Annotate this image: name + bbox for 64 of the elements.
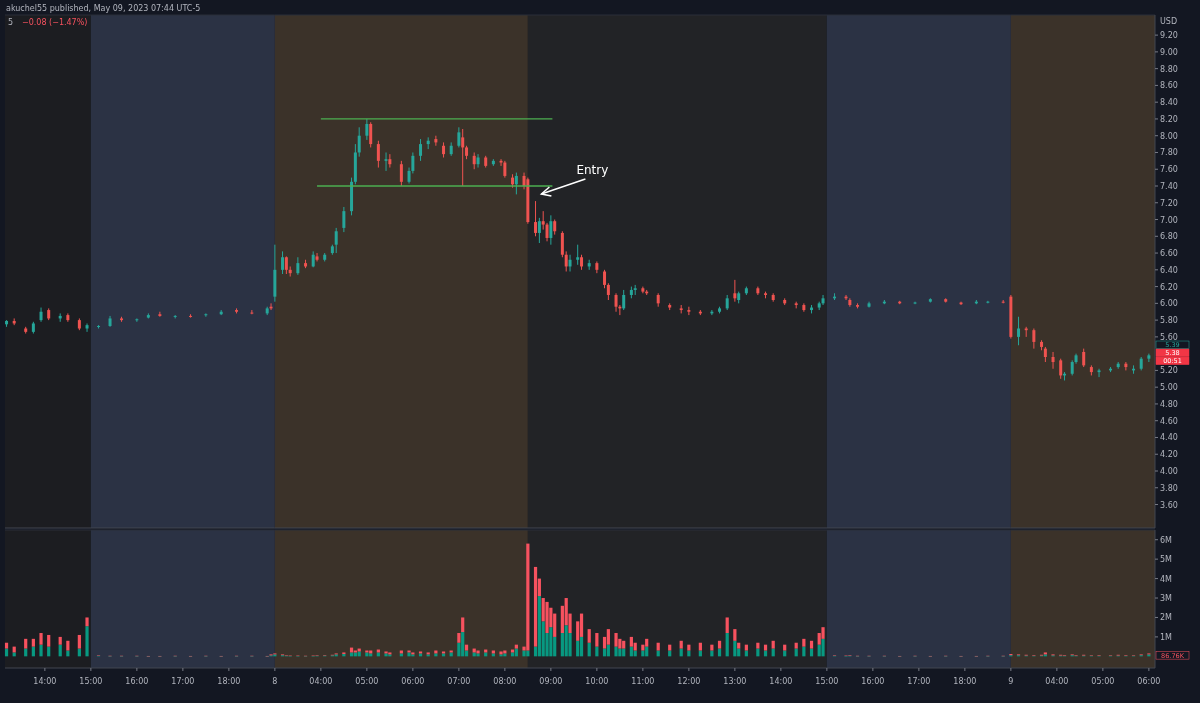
y-tick-label: 7.40 xyxy=(1160,182,1178,191)
y-tick-label: 3.60 xyxy=(1160,500,1178,510)
x-tick-label: 17:00 xyxy=(171,677,195,686)
y-tick-label: 5.80 xyxy=(1160,316,1178,326)
chart-title: akuchel55 published, May 09, 2023 07:44 UTC-5 xyxy=(6,4,201,13)
x-tick-label: 17:00 xyxy=(907,677,931,686)
x-tick-label: 11:00 xyxy=(631,677,655,686)
y-tick-label: 3M xyxy=(1160,594,1173,604)
x-tick-label: 16:00 xyxy=(125,677,149,686)
x-tick-label: 05:00 xyxy=(1091,677,1115,686)
y-tick-label: 7.20 xyxy=(1160,198,1178,208)
x-tick-label: 09:00 xyxy=(539,677,563,686)
y-tick-label: 6.00 xyxy=(1160,299,1178,309)
annotation: Entry xyxy=(576,163,609,177)
y-tick-label: 4.60 xyxy=(1160,416,1178,426)
x-tick-label: 14:00 xyxy=(33,677,57,686)
chart-subtitle: 5 xyxy=(8,18,14,27)
x-tick-label: 18:00 xyxy=(953,677,977,686)
y-tick-label: 1M xyxy=(1160,632,1173,642)
x-tick-label: 13:00 xyxy=(723,677,747,686)
y-tick-label: 6.20 xyxy=(1160,282,1178,292)
y-axis-title: USD xyxy=(1160,17,1178,26)
y-tick-label: 5.20 xyxy=(1160,366,1178,376)
y-tick-label: 8.80 xyxy=(1160,64,1178,74)
x-tick-label: 05:00 xyxy=(355,677,379,686)
y-tick-label: 8.60 xyxy=(1160,81,1178,91)
annotation: −0.08 (−1.47%) xyxy=(22,18,88,27)
y-tick-label: 7.00 xyxy=(1160,215,1178,225)
x-tick-label: 8 xyxy=(272,677,278,686)
x-tick-label: 15:00 xyxy=(815,677,839,686)
x-tick-label: 14:00 xyxy=(769,677,793,686)
x-tick-label: 12:00 xyxy=(677,677,701,686)
y-tick-label: 7.60 xyxy=(1160,165,1178,175)
y-tick-label: 3.80 xyxy=(1160,483,1178,493)
y-tick-label: 5.60 xyxy=(1160,332,1178,342)
y-tick-label: 5.00 xyxy=(1160,383,1178,393)
x-tick-label: 04:00 xyxy=(1045,677,1069,686)
y-tick-label: 8.20 xyxy=(1160,114,1178,124)
x-tick-label: 18:00 xyxy=(217,677,241,686)
y-tick-label: 9.20 xyxy=(1160,31,1178,41)
x-tick-label: 06:00 xyxy=(1137,677,1161,686)
y-tick-label: 4.80 xyxy=(1160,399,1178,409)
x-tick-label: 07:00 xyxy=(447,677,471,686)
y-tick-label: 4M xyxy=(1160,574,1173,584)
y-tick-label: 4.40 xyxy=(1160,433,1178,443)
x-tick-label: 16:00 xyxy=(861,677,885,686)
y-tick-label: 6.80 xyxy=(1160,232,1178,242)
y-tick-label: 7.80 xyxy=(1160,148,1178,158)
y-tick-label: 6M xyxy=(1160,535,1173,545)
y-tick-label: 9.00 xyxy=(1160,47,1178,57)
x-tick-label: 9 xyxy=(1008,677,1014,686)
x-tick-label: 10:00 xyxy=(585,677,609,686)
y-tick-label: 8.40 xyxy=(1160,98,1178,108)
y-tick-label: 6.60 xyxy=(1160,249,1178,259)
y-tick-label: 4.20 xyxy=(1160,450,1178,460)
y-tick-label: 4.00 xyxy=(1160,467,1178,476)
y-tick-label: 6.40 xyxy=(1160,265,1178,275)
y-tick-label: 2M xyxy=(1160,613,1173,623)
x-tick-label: 15:00 xyxy=(79,677,103,686)
y-tick-label: 5M xyxy=(1160,555,1173,565)
x-tick-label: 04:00 xyxy=(309,677,333,686)
y-tick-label: 8.00 xyxy=(1160,131,1178,141)
x-tick-label: 06:00 xyxy=(401,677,425,686)
x-tick-label: 08:00 xyxy=(493,677,517,686)
